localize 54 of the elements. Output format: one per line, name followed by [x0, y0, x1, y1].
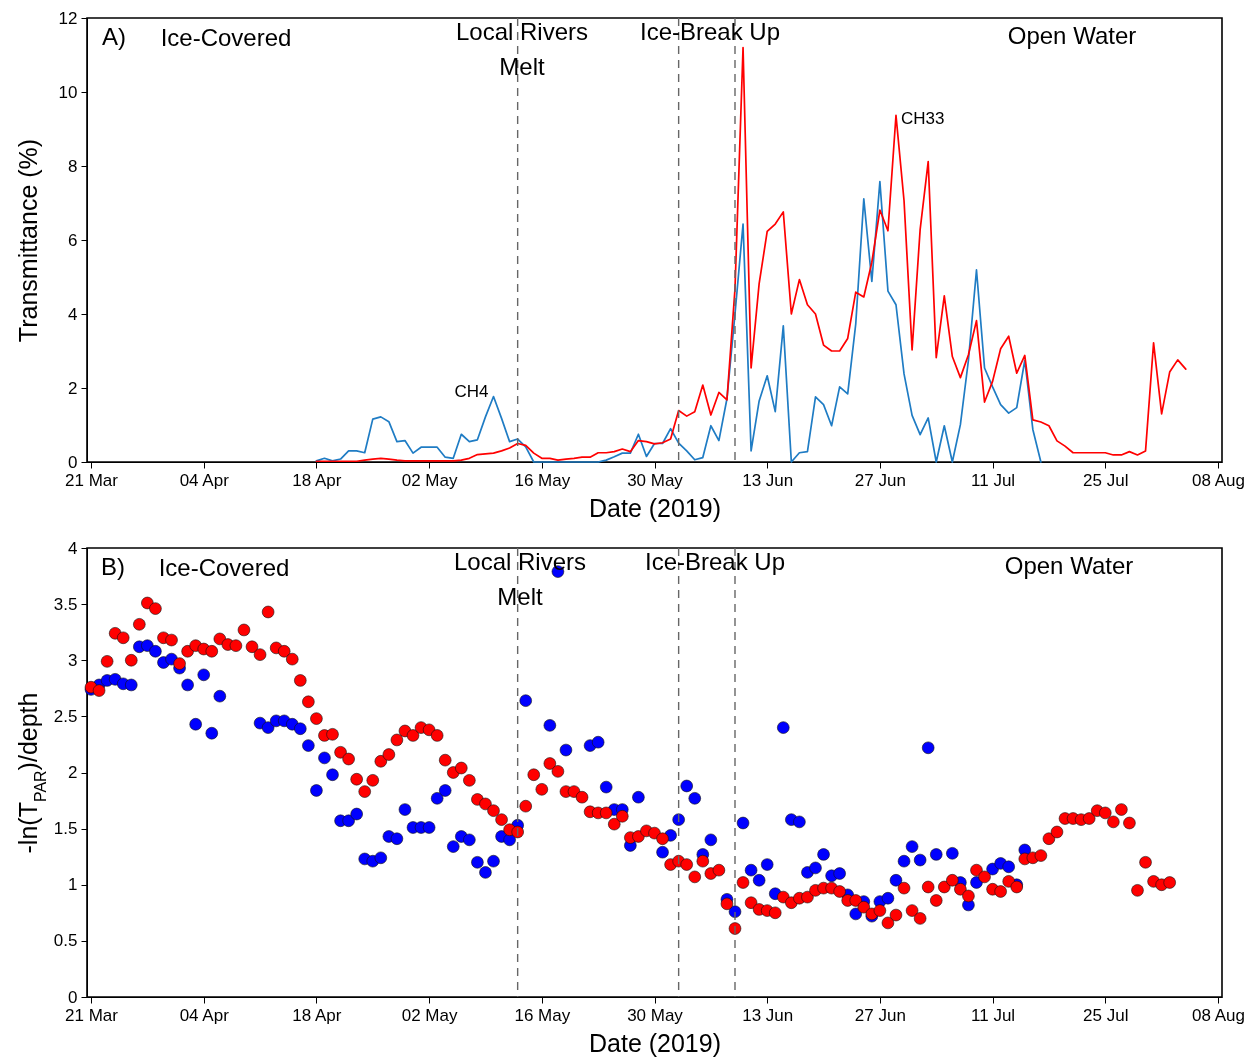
x-tick-label: 25 Jul: [1083, 470, 1129, 490]
x-tick-label: 02 May: [401, 470, 458, 490]
annotation: Local Rivers Melt: [453, 548, 587, 610]
y-tick-label: 3.5: [53, 594, 78, 614]
x-tick-label: 11 Jul: [971, 470, 1016, 490]
y-tick-label: 3: [68, 650, 78, 670]
y-tick-label: 10: [58, 82, 78, 102]
x-tick-label: 18 Apr: [292, 1005, 342, 1025]
x-tick-label: 13 Jun: [742, 1005, 794, 1025]
y-tick-label: 12: [58, 8, 78, 28]
x-tick-label: 04 Apr: [179, 1005, 230, 1025]
x-axis-title: Date (2019): [588, 493, 722, 522]
y-tick-label: 2: [68, 763, 78, 782]
y-axis-title: Transmittance (%): [13, 138, 42, 343]
y-tick-label: 4: [68, 538, 78, 558]
x-tick-label: 30 May: [627, 470, 684, 490]
y-tick-label: 6: [68, 230, 78, 250]
x-tick-label: 16 May: [514, 470, 571, 490]
y-tick-label: 0: [68, 987, 78, 1007]
y-tick-label: 1: [68, 875, 78, 895]
series-label: CH4: [454, 381, 489, 401]
annotation: Ice-Covered: [158, 554, 290, 581]
annotation: Local Rivers Melt: [455, 18, 589, 80]
annotation: Open Water: [1004, 552, 1134, 579]
x-tick-label: 21 Mar: [65, 1005, 119, 1025]
y-tick-label: 0: [68, 452, 78, 472]
annotation: A): [102, 23, 126, 50]
y-tick-label: 2.5: [53, 706, 78, 726]
x-tick-label: 27 Jun: [854, 470, 906, 490]
x-tick-label: 18 Apr: [292, 470, 342, 490]
annotation: B): [101, 553, 125, 580]
x-tick-label: 16 May: [514, 1005, 571, 1025]
annotation: Open Water: [1007, 22, 1137, 49]
x-tick-label: 08 Aug: [1192, 1005, 1245, 1025]
x-tick-label: 02 May: [401, 1005, 458, 1025]
x-tick-label: 13 Jun: [742, 470, 794, 490]
x-tick-label: 25 Jul: [1083, 1005, 1129, 1025]
y-tick-label: 4: [68, 304, 78, 324]
x-tick-label: 04 Apr: [179, 470, 230, 490]
x-tick-label: 27 Jun: [854, 1005, 906, 1025]
annotation: Ice-Break Up: [639, 18, 781, 45]
x-axis-title: Date (2019): [588, 1028, 722, 1057]
x-tick-label: 21 Mar: [65, 470, 119, 490]
annotation: Ice-Covered: [160, 24, 292, 51]
annotation: Ice-Break Up: [644, 548, 786, 575]
line-series: [315, 180, 1042, 463]
y-tick-label: 2: [68, 378, 78, 398]
y-tick-label: 8: [68, 156, 78, 176]
x-tick-label: 30 May: [627, 1005, 684, 1025]
series-label: CH33: [900, 109, 945, 129]
y-tick-label: 1.5: [53, 819, 78, 839]
x-tick-label: 08 Aug: [1192, 470, 1245, 490]
y-tick-label: 0.5: [53, 931, 78, 951]
x-tick-label: 11 Jul: [971, 1005, 1016, 1025]
